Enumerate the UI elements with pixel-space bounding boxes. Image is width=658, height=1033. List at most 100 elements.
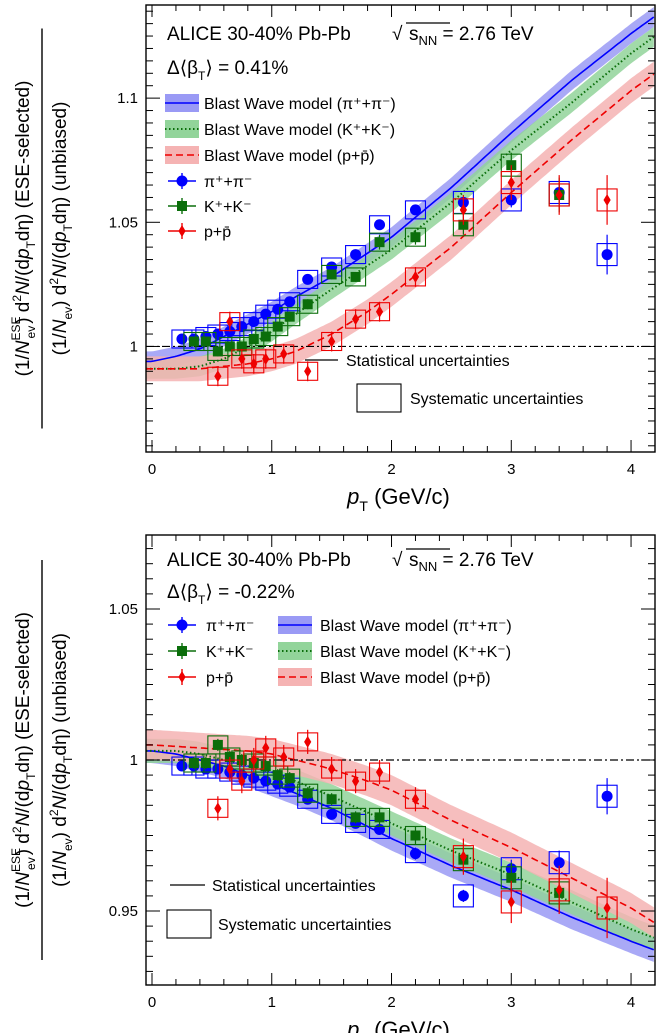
point-pion: [212, 328, 224, 340]
point-kaon: [410, 232, 421, 243]
sys-box: [279, 768, 301, 788]
point-kaon: [200, 336, 211, 347]
point-pion: [248, 316, 260, 328]
sys-box: [404, 227, 427, 247]
legend-sys-label: Systematic uncertainties: [218, 917, 391, 934]
x-tick-label: 4: [627, 994, 635, 1011]
energy-label: sNN = 2.76 TeV: [409, 550, 534, 574]
legend-marker-proton: [178, 225, 186, 237]
point-kaon: [284, 311, 295, 322]
point-proton: [280, 347, 288, 360]
point-proton: [351, 775, 360, 788]
sys-box: [321, 264, 343, 284]
delta-beta-label: Δ⟨βT⟩ = -0.22%: [167, 582, 295, 607]
point-kaon: [284, 773, 295, 784]
sys-box: [267, 299, 289, 319]
point-pion: [272, 303, 284, 315]
legend-stat-label: Statistical uncertainties: [212, 878, 376, 895]
legend-marker-kaon: [177, 646, 187, 656]
point-proton: [304, 735, 312, 748]
legend-model-label: Blast Wave model (π⁺+π⁻): [204, 96, 396, 113]
point-proton: [262, 741, 270, 754]
point-pion: [350, 249, 362, 261]
point-pion: [409, 848, 421, 860]
sys-box: [368, 215, 391, 235]
legend-sys-label: Systematic uncertainties: [410, 391, 583, 408]
legend-model-label: Blast Wave model (K⁺+K⁻): [204, 122, 395, 139]
y-tick-label: 0.95: [109, 903, 138, 920]
sys-box: [345, 267, 367, 287]
point-kaon: [350, 271, 361, 282]
point-pion: [212, 763, 224, 775]
sys-box: [279, 292, 301, 312]
legend-marker-proton: [178, 671, 186, 683]
point-kaon: [224, 341, 235, 352]
sys-box: [255, 326, 277, 347]
y-tick-label: 1.05: [109, 214, 138, 231]
point-proton: [238, 775, 246, 788]
sys-box: [279, 307, 301, 327]
legend-model-label: Blast Wave model (π⁺+π⁻): [320, 618, 512, 635]
x-tick-label: 0: [148, 994, 156, 1011]
legend-model-label: Blast Wave model (K⁺+K⁻): [320, 644, 511, 661]
sqrt-snn: √: [392, 24, 403, 45]
point-pion: [601, 790, 613, 802]
x-tick-label: 0: [148, 461, 156, 478]
plot-area: [146, 7, 655, 387]
y-tick-label: 1.05: [109, 601, 138, 618]
point-pion: [236, 321, 248, 333]
sys-box: [195, 331, 217, 352]
legend-stat-label: Statistical uncertainties: [346, 353, 510, 370]
legend-marker-kaon: [177, 201, 187, 211]
legend-model-label: Blast Wave model (p+p̄): [204, 148, 375, 165]
point-pion: [284, 296, 296, 308]
point-proton: [555, 883, 563, 896]
sys-box: [345, 807, 367, 827]
x-tick-label: 4: [627, 461, 635, 478]
point-kaon: [302, 788, 313, 799]
point-proton: [459, 203, 467, 216]
legend-data-label: π⁺+π⁻: [206, 618, 254, 635]
plot-frame: [145, 4, 656, 453]
model-band-2: [146, 729, 654, 938]
y-tick-label: 1: [130, 338, 138, 355]
point-pion: [601, 249, 613, 261]
model-line-2: [146, 73, 655, 370]
plot-area: [146, 729, 655, 962]
legend-data-label: p+p̄: [206, 670, 233, 687]
point-kaon: [200, 758, 211, 769]
point-kaon: [260, 331, 271, 342]
point-proton: [507, 176, 515, 189]
point-kaon: [374, 237, 385, 248]
legend-marker-pion: [176, 175, 188, 187]
sys-box: [321, 789, 343, 809]
point-kaon: [236, 755, 247, 765]
point-proton: [262, 352, 270, 365]
x-tick-label: 1: [268, 994, 276, 1011]
legend-sys-box: [166, 909, 212, 939]
y-label-denominator: (1/Nev) d2N/(dpTdη) (unbiased): [47, 633, 75, 887]
point-proton: [375, 766, 384, 779]
x-tick-label: 1: [268, 461, 276, 478]
point-kaon: [326, 794, 337, 805]
x-axis-label: pT (GeV/c): [346, 1017, 450, 1033]
point-pion: [553, 857, 565, 869]
chart-header: ALICE 30-40% Pb-Pb: [167, 550, 351, 571]
point-kaon: [410, 830, 421, 841]
point-pion: [176, 333, 188, 345]
x-tick-label: 2: [387, 461, 395, 478]
legend-data-label: K⁺+K⁻: [206, 644, 254, 661]
y-axis-label: (1/NESEev) d2N/(dpTdη) (ESE-selected) (1/…: [9, 560, 75, 960]
point-proton: [603, 193, 611, 206]
point-pion: [326, 808, 338, 820]
y-axis-label: (1/NESEev) d2N/(dpTdη) (ESE-selected) (1/…: [9, 28, 75, 429]
point-kaon: [326, 269, 337, 280]
y-label-denominator: (1/Nev) d2N/(dpTdη) (unbiased): [47, 102, 75, 356]
point-proton: [328, 335, 336, 348]
point-proton: [214, 802, 222, 815]
sys-box: [297, 269, 319, 289]
sqrt-snn: √: [392, 550, 403, 571]
point-proton: [226, 315, 234, 328]
legend-model-label: Blast Wave model (p+p̄): [320, 670, 491, 687]
